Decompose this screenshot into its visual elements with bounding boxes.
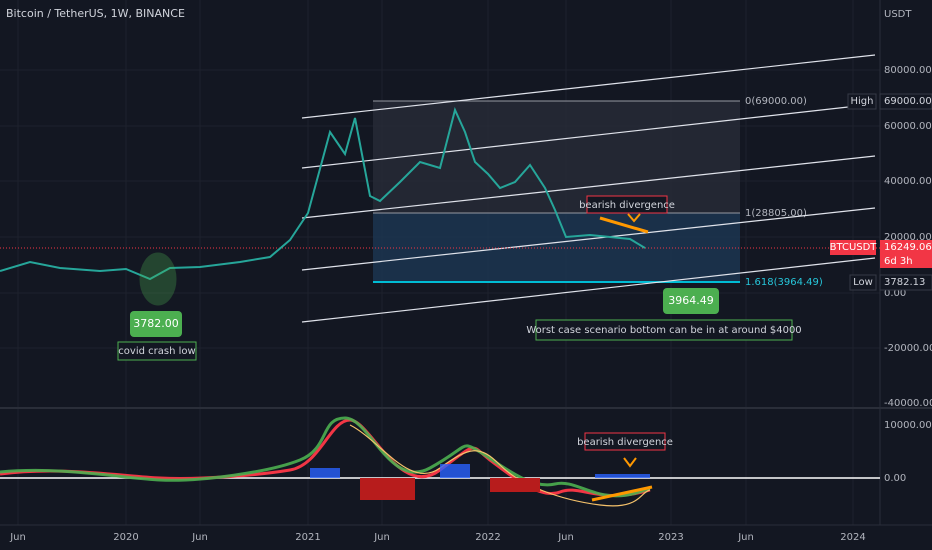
tag-label-box <box>830 240 876 255</box>
tag-value: 69000.00 <box>884 96 932 107</box>
time-axis-label: Jun <box>373 532 390 543</box>
tag-value: 16249.06 <box>884 242 932 253</box>
time-axis-label: Jun <box>9 532 26 543</box>
time-axis-label: Jun <box>557 532 574 543</box>
annotation: 3782.00 <box>133 317 179 330</box>
time-axis-label: 2022 <box>475 532 500 543</box>
tag-label: High <box>851 96 874 107</box>
annotation: bearish divergence <box>579 200 675 211</box>
time-axis-label: 2020 <box>113 532 138 543</box>
channel-line <box>301 103 876 169</box>
fib-label: 0(69000.00) <box>745 96 807 107</box>
tag-label-box <box>849 274 877 291</box>
divergence-arrow <box>623 457 637 468</box>
divergence-line <box>599 216 649 234</box>
time-axis-label: 2023 <box>658 532 683 543</box>
channel-line <box>301 257 876 323</box>
tag-value: 3782.13 <box>884 277 925 288</box>
divergence-line <box>591 485 653 502</box>
price-axis-label: -40000.00 <box>884 398 932 409</box>
time-axis-label: Jun <box>191 532 208 543</box>
chart-title: Bitcoin / TetherUS, 1W, BINANCE <box>6 7 185 20</box>
annotation-box <box>117 341 197 361</box>
macd-avg <box>349 424 651 507</box>
tag-box <box>879 274 932 291</box>
divergence-arrow <box>627 213 641 223</box>
tag-countdown: 6d 3h <box>884 256 913 267</box>
tag-label-box <box>847 93 877 110</box>
annotation-box <box>663 288 719 314</box>
macd-histogram <box>360 478 540 500</box>
tag-label: Low <box>853 277 873 288</box>
macd-histogram <box>310 464 650 478</box>
annotation: covid crash low <box>118 346 195 357</box>
price-axis-label: 60000.00 <box>884 121 932 132</box>
time-axis-label: Jun <box>737 532 754 543</box>
annotation-box <box>586 195 668 214</box>
currency: USDT <box>884 9 912 20</box>
channel-line <box>301 207 876 271</box>
covid-highlight <box>139 252 177 306</box>
time-axis-label: 2024 <box>840 532 865 543</box>
annotation-box <box>584 432 666 451</box>
macd-line <box>0 416 651 498</box>
annotation-box <box>130 311 182 337</box>
macd-axis-label: 0.00 <box>884 473 906 484</box>
time-axis-label: 2021 <box>295 532 320 543</box>
price-path <box>0 107 646 281</box>
price-axis-label: 40000.00 <box>884 176 932 187</box>
fib-label: 1.618(3964.49) <box>745 277 823 288</box>
price-axis-label: 80000.00 <box>884 65 932 76</box>
tag-label: BTCUSDT <box>830 242 878 253</box>
annotation: Worst case scenario bottom can be in at … <box>526 325 801 336</box>
annotation: bearish divergence <box>577 437 673 448</box>
channel-line <box>301 155 876 219</box>
annotation-box <box>535 319 793 341</box>
price-axis-label: 20000.00 <box>884 232 932 243</box>
price-axis-label: -20000.00 <box>884 343 932 354</box>
tag-box <box>879 93 932 110</box>
annotation: 3964.49 <box>668 294 714 307</box>
fib-zone-upper <box>373 101 740 213</box>
macd-axis-label: 10000.00 <box>884 420 932 431</box>
channel-line <box>301 54 876 119</box>
tag-box <box>880 240 932 268</box>
price-axis-label: 0.00 <box>884 288 906 299</box>
fib-label: 1(28805.00) <box>745 208 807 219</box>
